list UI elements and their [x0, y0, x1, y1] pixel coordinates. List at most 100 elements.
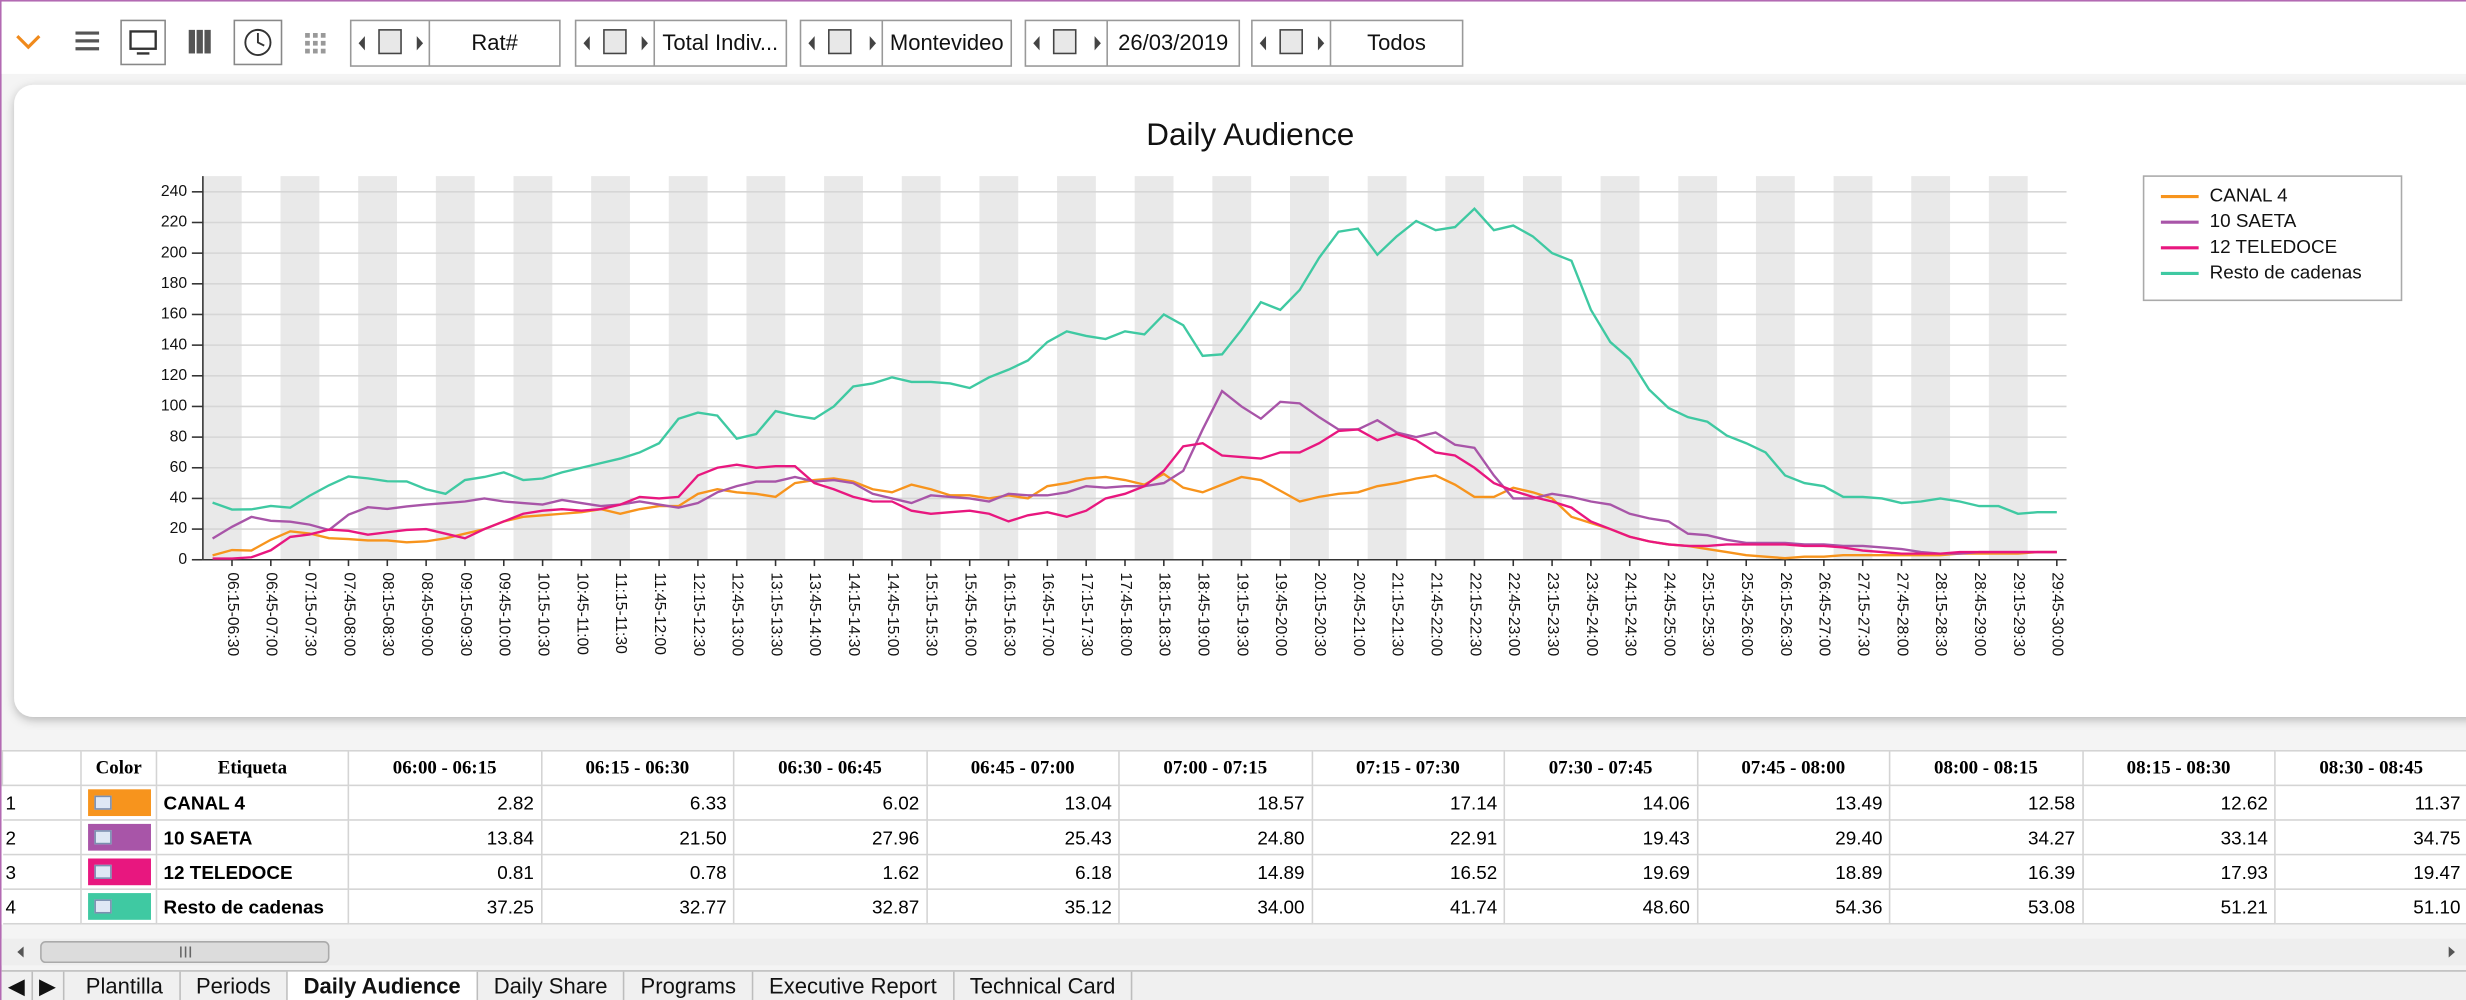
- x-tick-label: 21:45-22:00: [1427, 572, 1444, 656]
- sheet-tab[interactable]: Daily Audience: [287, 971, 478, 1000]
- dropdown-value: Todos: [1367, 30, 1426, 55]
- cell-value: 32.87: [732, 888, 928, 925]
- cell-value: 14.06: [1503, 784, 1698, 821]
- cell-value: 53.08: [1888, 888, 2084, 925]
- color-swatch: [88, 823, 151, 851]
- horizontal-scrollbar[interactable]: [1, 938, 2466, 966]
- dropdown[interactable]: 26/03/2019: [1024, 19, 1241, 67]
- cell-value: 11.37: [2274, 784, 2466, 821]
- column-header: 07:45 - 08:00: [1696, 750, 1891, 787]
- x-tick-label: 19:45-20:00: [1272, 572, 1289, 656]
- table-row: 1 CANAL 4 2.82 6.33 6.02 13.04 18.57 17.14 14.06…: [2, 784, 2466, 821]
- color-cell: [80, 819, 158, 856]
- band: [435, 176, 475, 560]
- dropdown[interactable]: Total Indiv...: [574, 19, 788, 67]
- x-tick-label: 26:45-27:00: [1816, 572, 1833, 656]
- dropdown-icon: [828, 29, 852, 55]
- cell-value: 19.43: [1503, 819, 1698, 856]
- x-tick-label: 17:45-18:00: [1117, 572, 1134, 656]
- x-tick-label: 11:45-12:00: [651, 572, 668, 655]
- sheet-tab[interactable]: Executive Report: [753, 971, 954, 1000]
- scroll-left[interactable]: [17, 946, 24, 958]
- row-number: 3: [2, 853, 82, 890]
- cell-value: 21.50: [540, 819, 735, 856]
- cell-value: 33.14: [2081, 819, 2276, 856]
- dropdown[interactable]: Rat#: [349, 19, 561, 67]
- x-tick-label: 09:15-09:30: [457, 572, 474, 656]
- y-tick-label: 160: [161, 306, 187, 323]
- column-header: 07:30 - 07:45: [1503, 750, 1698, 787]
- column-header: 06:00 - 06:15: [347, 750, 542, 787]
- dropdown[interactable]: Todos: [1251, 19, 1464, 67]
- y-tick-label: 80: [170, 428, 188, 445]
- column-header: 08:00 - 08:15: [1888, 750, 2084, 787]
- cell-value: 41.74: [1310, 888, 1506, 925]
- cell-value: 17.93: [2081, 853, 2276, 890]
- tab-next[interactable]: ▶: [33, 971, 64, 1000]
- scroll-right[interactable]: [2448, 946, 2455, 958]
- prev-arrow: [583, 36, 590, 51]
- chart-title: Daily Audience: [1146, 117, 1354, 152]
- cell-value: 2.82: [347, 784, 542, 821]
- x-tick-label: 28:15-28:30: [1932, 572, 1949, 656]
- band: [1988, 176, 2028, 560]
- row-label: Resto de cadenas: [155, 888, 350, 925]
- cell-value: 27.96: [732, 819, 928, 856]
- x-tick-label: 26:15-26:30: [1777, 572, 1794, 656]
- cell-value: 0.81: [347, 853, 542, 890]
- dropdown-value: Rat#: [471, 30, 518, 55]
- cell-value: 18.57: [1118, 784, 1313, 821]
- table-row: 4 Resto de cadenas 37.25 32.77 32.87 35.12 34.…: [2, 888, 2466, 925]
- table-row: 3 12 TELEDOCE 0.81 0.78 1.62 6.18 14.89 16.52 19…: [2, 853, 2466, 890]
- prev-arrow: [358, 36, 365, 51]
- cell-value: 6.33: [540, 784, 735, 821]
- sheet-tab[interactable]: Programs: [625, 971, 754, 1000]
- collapse-button[interactable]: [16, 35, 41, 50]
- x-tick-label: 22:15-22:30: [1466, 572, 1483, 656]
- band: [358, 176, 398, 560]
- row-label: 12 TELEDOCE: [155, 853, 350, 890]
- columns-button[interactable]: [188, 29, 211, 54]
- cell-value: 0.78: [540, 853, 735, 890]
- series-line: [211, 389, 2057, 555]
- cell-value: 16.39: [1888, 853, 2084, 890]
- dropdown-value: 26/03/2019: [1118, 30, 1228, 55]
- next-arrow: [1094, 36, 1101, 51]
- band: [1911, 176, 1951, 560]
- sheet-tab[interactable]: Periods: [180, 971, 288, 1000]
- x-tick-label: 23:15-23:30: [1544, 572, 1561, 656]
- grid-button[interactable]: [305, 33, 326, 54]
- tab-prev[interactable]: ◀: [2, 971, 33, 1000]
- color-swatch: [88, 789, 151, 817]
- cell-value: 48.60: [1503, 888, 1698, 925]
- x-tick-label: 22:45-23:00: [1505, 572, 1522, 656]
- sheet-tab[interactable]: Technical Card: [954, 971, 1133, 1000]
- list-view-button[interactable]: [75, 31, 100, 51]
- sheet-tab[interactable]: Plantilla: [70, 971, 181, 1000]
- time-button[interactable]: [233, 19, 283, 66]
- x-tick-label: 21:15-21:30: [1389, 572, 1406, 656]
- dropdown[interactable]: Montevideo: [799, 19, 1013, 67]
- band: [1057, 176, 1096, 560]
- cell-value: 1.62: [732, 853, 928, 890]
- band: [746, 176, 786, 560]
- cell-value: 37.25: [347, 888, 542, 925]
- cell-value: 22.91: [1310, 819, 1506, 856]
- legend-label: 10 SAETA: [2210, 210, 2297, 231]
- band: [591, 176, 630, 560]
- cell-value: 34.75: [2274, 819, 2466, 856]
- band: [1367, 176, 1407, 560]
- x-tick-label: 23:45-24:00: [1583, 572, 1600, 656]
- band: [1445, 176, 1485, 560]
- chart-view-button[interactable]: [120, 19, 166, 66]
- x-tick-label: 27:15-27:30: [1855, 572, 1872, 656]
- prev-arrow: [808, 36, 815, 51]
- table-row: 2 10 SAETA 13.84 21.50 27.96 25.43 24.80 22.91 1…: [2, 819, 2466, 856]
- x-tick-label: 29:15-29:30: [2010, 572, 2027, 656]
- band: [513, 176, 553, 560]
- sheet-tab[interactable]: Daily Share: [478, 971, 625, 1000]
- row-number: 2: [2, 819, 82, 856]
- x-tick-label: 10:45-11:00: [573, 572, 590, 655]
- x-tick-label: 20:15-20:30: [1311, 572, 1328, 656]
- dropdown-icon: [378, 29, 402, 55]
